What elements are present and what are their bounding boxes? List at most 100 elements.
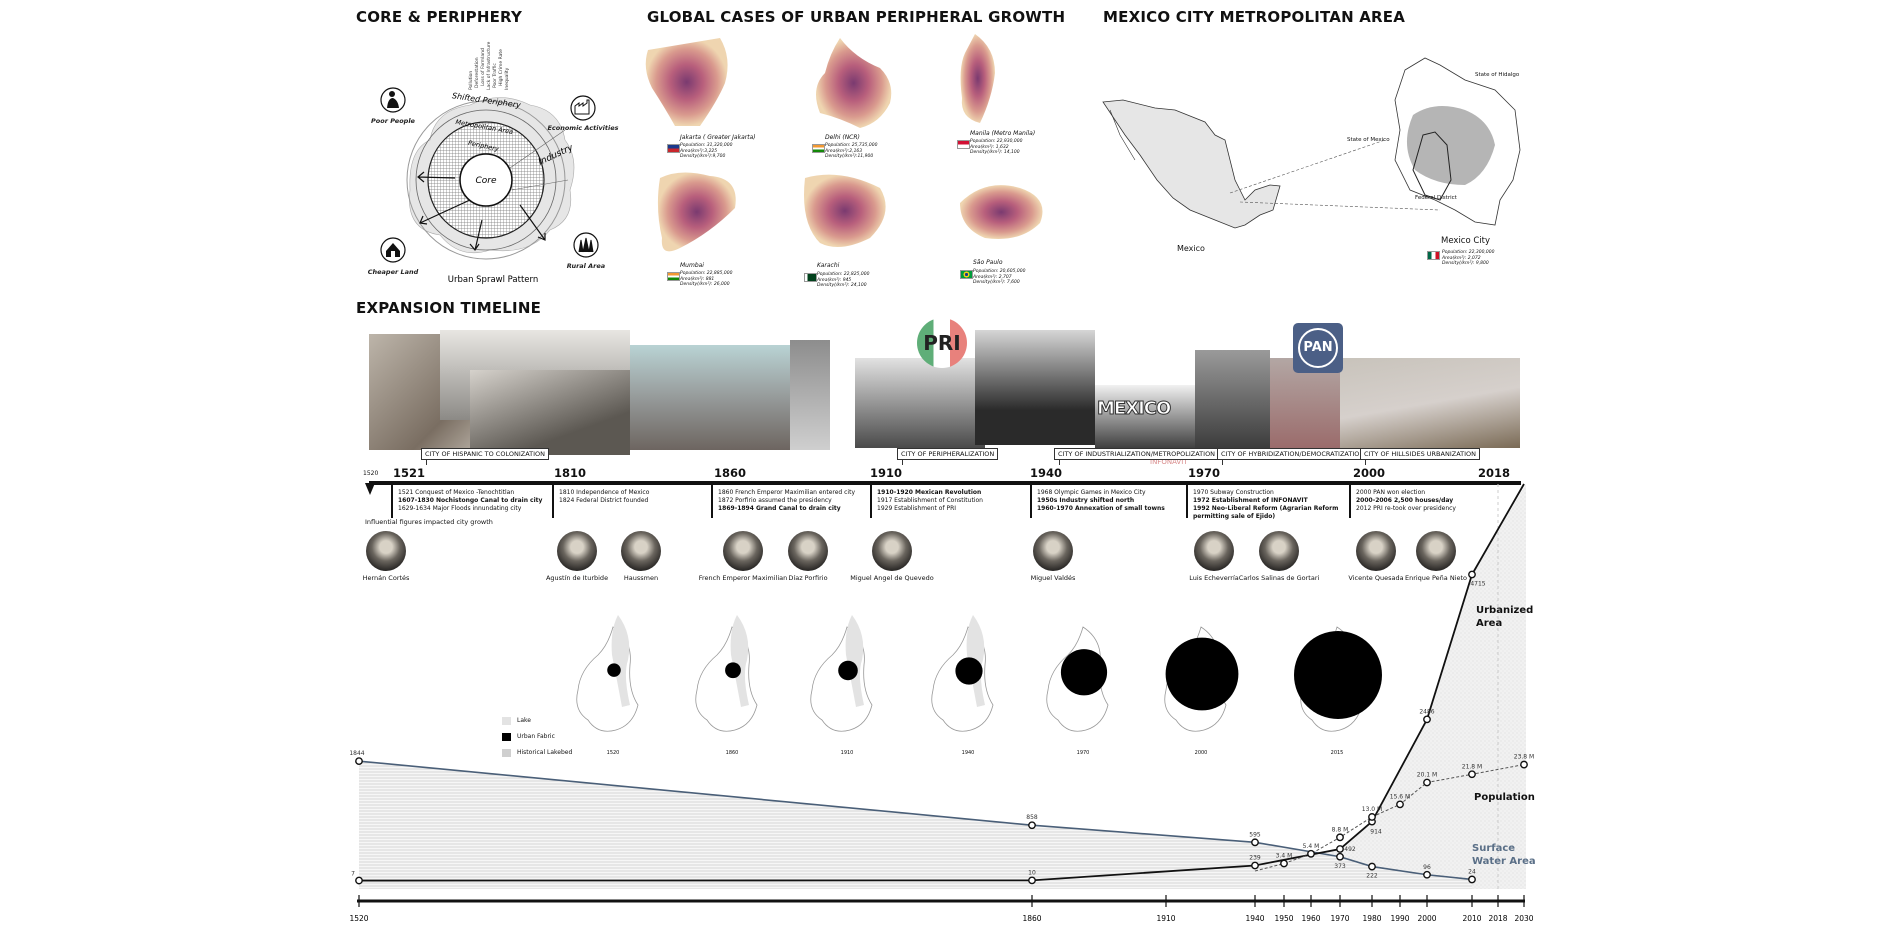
era-label: CITY OF HYBRIDIZATION/DEMOCRATIZATION [1217,448,1369,465]
event-item: 1992 Neo-Liberal Reform (Agrarian Reform [1193,505,1339,512]
x-tick-label: 1940 [1245,914,1264,923]
portrait [1416,531,1456,571]
state-mexico-label: State of Mexico [1347,137,1390,143]
event-item: 1810 Independence of Mexico [559,489,650,496]
year-label: 1940 [1030,466,1063,480]
divider [870,484,872,518]
manila-map [960,34,995,123]
house-icon [380,237,406,263]
density: Density(/km²): 24,100 [817,283,867,288]
surface-water-value-label: 858 [1026,814,1038,821]
population-point [1468,770,1476,779]
mexico-city-title: MEXICO CITY METROPOLITAN AREA [1103,8,1406,26]
event-list: 1910-1920 Mexican Revolution 1917 Establi… [877,489,983,513]
india-flag-icon [667,272,680,281]
legend-swatch-lakebed [502,749,511,757]
urbanized-area-point [1423,715,1431,724]
surface-water-label-line: Water Area [1472,856,1536,867]
urbanized-area-value-label: 10 [1028,869,1036,876]
year-label: 1810 [554,466,587,480]
urban-sprawl-caption: Urban Sprawl Pattern [448,275,539,285]
rural-area-label: Rural Area [567,262,605,270]
population-value-label: 5.4 M [1303,843,1320,850]
portrait [872,531,912,571]
population: Population: 22,930,000 [970,139,1023,144]
surface-water-line [358,760,1473,881]
figure-name: French Emperor Maximilian [698,574,788,582]
forest-icon [573,232,599,258]
divider [1349,484,1351,518]
surface-water-point [1368,862,1376,871]
divider [552,484,554,518]
map-year-label: 1910 [840,750,854,756]
event-item: 1972 Establishment of INFONAVIT [1193,497,1308,504]
figure-name: Miguel Angel de Quevedo [850,574,934,582]
surface-water-point [1028,821,1036,830]
core-periphery-title: CORE & PERIPHERY [356,8,523,26]
urbanized-area-value-label: 914 [1370,829,1382,836]
surface-water-fill [359,761,1472,889]
industrial-photo [975,330,1095,445]
portrait [1194,531,1234,571]
urbanized-area-point [1368,817,1376,826]
protest-photo [1195,350,1270,450]
surface-water-value-label: 24 [1468,868,1476,875]
event-item: 1917 Establishment of Constitution [877,497,983,504]
event-list: 1970 Subway Construction 1972 Establishme… [1193,489,1338,521]
density: Density(/km²): 9,800 [1442,261,1489,266]
population-point [1368,813,1376,821]
year-label: 1970 [1188,466,1221,480]
battle-engraving-photo [470,370,630,455]
issue-label: Pollution [468,71,474,90]
city-stats: Population: 20,605,000 Area(km²): 2,707 De… [973,269,1026,286]
year-label: 2000 [1353,466,1386,480]
cheaper-land-label: Cheaper Land [368,268,419,276]
pan-logo: PAN [1293,323,1343,373]
population: Population: 22,885,000 [680,271,733,276]
legend-swatch-lake [502,717,511,725]
population-point [1396,800,1404,809]
historical-map [576,615,639,732]
urbanized-area-value-label: 7 [351,871,355,878]
event-list: 1860 French Emperor Maximilian entered c… [718,489,855,513]
timeline-axis [369,481,1521,485]
event-item: 2012 PRI re-took over presidency [1356,505,1456,512]
figure-name: Hernán Cortés [362,574,410,582]
figure-name: Vicente Quesada [1348,574,1404,582]
population-point [1307,849,1315,858]
x-tick-label: 2018 [1488,914,1507,923]
surface-water-point [1468,875,1476,884]
legend-swatch-urban [502,733,511,741]
urbanized-area-value-label: 492 [1344,846,1356,853]
core-periphery-diagram: Core Periphery Metropolitan Area Shifted… [368,41,619,285]
federal-district-label: Federal District [1415,195,1457,201]
issue-label: Inequality [504,67,510,90]
legend-label: Historical Lakebed [517,749,573,756]
federal-district-outline [1412,131,1452,201]
surface-water-value-label: 595 [1249,831,1261,838]
urbanized-area-value-label: 239 [1249,854,1261,861]
divider [711,484,713,518]
event-item: 2000 PAN won election [1356,489,1426,496]
x-tick-label: 2010 [1462,914,1481,923]
urbanized-area-value-label: 2486 [1419,708,1434,715]
portrait [1033,531,1073,571]
start-year: 1520 [363,470,379,477]
state-hidalgo-label: State of Hidalgo [1475,72,1520,78]
surface-water-value-label: 222 [1366,873,1378,880]
population: Population: 22,825,000 [817,272,870,277]
x-tick-label: 1950 [1274,914,1293,923]
philippines-flag-icon [667,144,680,153]
x-tick-label: 1980 [1362,914,1381,923]
population-point [1423,778,1431,787]
event-item: 2000-2006 2,500 houses/day [1356,497,1454,504]
mexico-flag-icon [1427,251,1440,260]
population-value-label: 8.8 M [1332,826,1349,833]
population-value-label: 21.8 M [1462,763,1482,770]
map-year-label: 2000 [1194,750,1208,756]
surface-water-value-label: 96 [1423,864,1431,871]
city-name: Manila (Metro Manila) [970,130,1036,137]
era-label: CITY OF HILLSIDES URBANIZATION [1360,448,1480,465]
surface-water-point [1251,838,1259,847]
city-stats: Population: 31,320,000 Area(km²):3,225 Den… [680,143,733,160]
